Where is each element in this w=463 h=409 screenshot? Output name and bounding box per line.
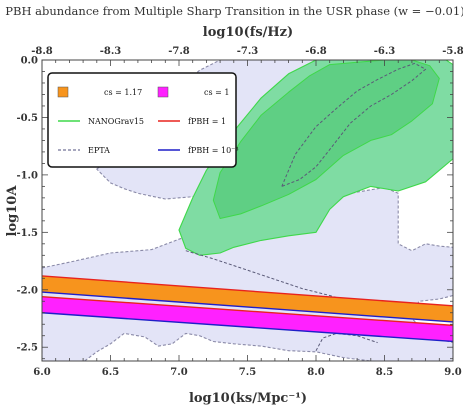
- legend-label: cs = 1.17: [104, 88, 142, 97]
- x2-axis-label: log10(fs/Hz): [203, 25, 293, 40]
- legend-label: NANOGrav15: [88, 117, 144, 126]
- x2-tick-label: -8.3: [100, 46, 122, 57]
- band-1: [42, 296, 453, 342]
- x2-tick-label: -5.8: [442, 46, 463, 57]
- boundary-line-0-1: [42, 295, 453, 327]
- y-tick-label: -0.5: [16, 113, 38, 124]
- x2-tick-label: -6.8: [305, 46, 327, 57]
- x-axis-label: log10(ks/Mpc⁻¹): [189, 391, 307, 406]
- x-tick-label: 6.0: [33, 367, 50, 378]
- x2-tick-label: -7.3: [237, 46, 259, 57]
- band-0: [42, 276, 453, 322]
- legend: cs = 1.17 cs = 1 NANOGrav15 fPBH = 1 EPTA fPB…: [47, 72, 239, 168]
- boundary-line-0-0: [42, 275, 453, 307]
- legend-label: fPBH = 10⁻³: [188, 146, 239, 155]
- y-tick-label: -1.0: [16, 170, 38, 181]
- contour-epta-inner-5: [185, 250, 358, 305]
- x2-tick-label: -8.8: [31, 46, 53, 57]
- contour-epta-inner-6: [315, 332, 378, 351]
- x-tick-label: 8.5: [376, 367, 393, 378]
- x2-tick-label: -7.8: [168, 46, 190, 57]
- y-tick-label: -2.0: [16, 285, 38, 296]
- legend-label: fPBH = 1: [188, 117, 226, 126]
- boundary-line-1-1: [42, 312, 453, 343]
- legend-swatch: [157, 86, 169, 98]
- contour-epta-inner-4: [281, 62, 427, 187]
- axis-ticks: 6.0 -8.8 6.5 -8.3 7.0 -7.8 7.5 -7.3 8.0 -6.8 8.5 -6…: [16, 46, 463, 378]
- y-axis-label: log10A: [5, 185, 20, 237]
- x-tick-label: 7.5: [239, 367, 256, 378]
- y-tick-label: -1.5: [16, 228, 38, 239]
- x-tick-label: 8.0: [307, 367, 324, 378]
- legend-swatch: [57, 86, 69, 98]
- legend-label: EPTA: [88, 146, 110, 155]
- legend-box: [47, 72, 237, 168]
- boundary-line-1-0: [42, 291, 453, 323]
- x-tick-label: 6.5: [102, 367, 119, 378]
- y-tick-label: -2.5: [16, 343, 38, 354]
- legend-label: cs = 1: [204, 88, 229, 97]
- x2-tick-label: -6.3: [374, 46, 396, 57]
- x-tick-label: 9.0: [444, 367, 461, 378]
- x-tick-label: 7.0: [170, 367, 187, 378]
- y-tick-label: 0.0: [21, 56, 38, 67]
- chart-title: PBH abundance from Multiple Sharp Transi…: [5, 4, 463, 18]
